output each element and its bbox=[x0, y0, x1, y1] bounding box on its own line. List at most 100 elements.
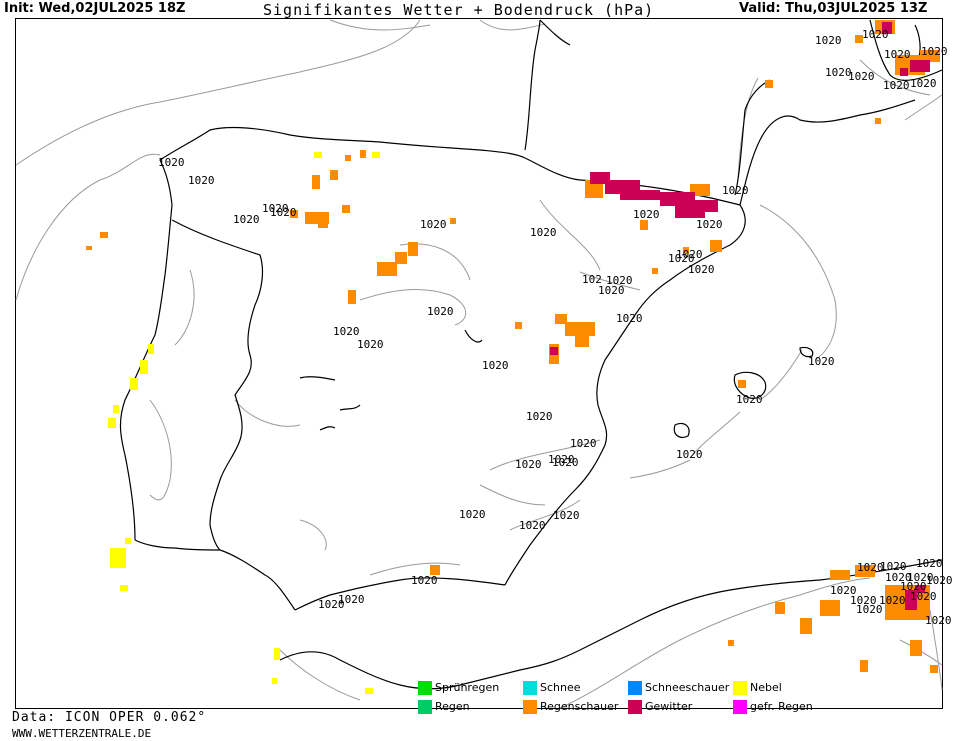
shower-cell bbox=[855, 565, 875, 577]
shower-cell bbox=[652, 268, 658, 274]
coastline-portugal bbox=[119, 159, 173, 541]
isobar-line bbox=[929, 609, 943, 691]
isobar-label: 1020 bbox=[606, 274, 633, 287]
border-portugal-spain bbox=[171, 219, 264, 551]
isobar-label: 1020 bbox=[357, 338, 384, 351]
coastline-ibiza bbox=[673, 422, 690, 438]
legend-label: Regenschauer bbox=[540, 700, 619, 713]
isobar-line bbox=[689, 411, 741, 459]
valid-time: Valid: Thu,03JUL2025 13Z bbox=[739, 1, 928, 16]
fog-cell bbox=[113, 405, 119, 413]
fog-cell bbox=[372, 152, 380, 158]
isobar-label: 1020 bbox=[188, 174, 215, 187]
isobar-label: 1020 bbox=[856, 603, 883, 616]
legend-swatch bbox=[418, 700, 432, 714]
shower-cell bbox=[710, 240, 722, 252]
isobar-label: 1020 bbox=[696, 218, 723, 231]
shower-cell bbox=[555, 314, 567, 324]
shower-cell bbox=[330, 170, 338, 180]
thunderstorm-cell bbox=[700, 200, 718, 212]
shower-cell bbox=[312, 175, 320, 189]
isobar-label: 1020 bbox=[633, 208, 660, 221]
shower-cell bbox=[318, 220, 328, 228]
isobar-label: 1020 bbox=[233, 213, 260, 226]
legend-label: gefr. Regen bbox=[750, 700, 813, 713]
isobar-label: 1020 bbox=[884, 48, 911, 61]
coastline-spain-east bbox=[504, 204, 746, 586]
shower-cell bbox=[565, 322, 595, 336]
coastline-liguria bbox=[869, 19, 943, 82]
isobar-label: 1020 bbox=[910, 590, 937, 603]
legend-swatch bbox=[523, 681, 537, 695]
isobar-label: 1020 bbox=[825, 66, 852, 79]
isobar-label: 1020 bbox=[830, 584, 857, 597]
isobar-line bbox=[329, 19, 431, 31]
isobar-label: 1020 bbox=[676, 448, 703, 461]
legend-swatch bbox=[733, 700, 747, 714]
thunderstorm-cells bbox=[550, 22, 930, 610]
isobar-label: 1020 bbox=[515, 458, 542, 471]
isobar-label: 1020 bbox=[482, 359, 509, 372]
isobar-line bbox=[15, 19, 421, 166]
fog-cell bbox=[108, 418, 116, 428]
shower-cell bbox=[875, 118, 881, 124]
isobar-label: 1020 bbox=[808, 355, 835, 368]
legend-swatch bbox=[418, 681, 432, 695]
isobar-label: 1020 bbox=[736, 393, 763, 406]
isobar-label: 1020 bbox=[879, 594, 906, 607]
isobar-line bbox=[509, 499, 581, 531]
shower-cell bbox=[683, 247, 689, 253]
shower-cell bbox=[86, 246, 92, 250]
isobar-line bbox=[279, 649, 361, 701]
shower-cell bbox=[345, 155, 351, 161]
shower-cell bbox=[738, 380, 746, 388]
map-frame bbox=[15, 18, 943, 709]
isobar-line bbox=[369, 562, 461, 576]
shower-cell bbox=[930, 665, 938, 673]
isobar-label: 1020 bbox=[420, 218, 447, 231]
reservoir bbox=[464, 329, 483, 343]
shower-cell bbox=[408, 242, 418, 256]
fog-cell bbox=[148, 344, 154, 354]
isobar-label: 1020 bbox=[926, 574, 953, 587]
coastline-mallorca bbox=[733, 371, 767, 399]
thunderstorm-cell bbox=[550, 347, 558, 355]
isobar-label: 1020 bbox=[552, 456, 579, 469]
shower-cell bbox=[860, 660, 868, 672]
shower-cell bbox=[800, 618, 812, 634]
fog-cell bbox=[130, 378, 138, 390]
isobar-line bbox=[629, 459, 691, 479]
shower-cell bbox=[855, 35, 863, 43]
isobar-line bbox=[559, 577, 871, 709]
isobar-label: 1020 bbox=[459, 508, 486, 521]
shower-cell bbox=[515, 322, 522, 329]
legend-label: Schneeschauer bbox=[645, 681, 730, 694]
isobar-label: 1020 bbox=[722, 184, 749, 197]
shower-cell bbox=[640, 220, 648, 230]
reservoir bbox=[319, 426, 336, 431]
shower-cell bbox=[342, 205, 350, 213]
coastline-france-west bbox=[524, 19, 541, 151]
isobar-line bbox=[234, 399, 301, 427]
shower-cell bbox=[910, 640, 922, 656]
coastline-gulf-lion bbox=[734, 79, 771, 196]
shower-cell bbox=[920, 50, 940, 62]
shower-cell bbox=[450, 218, 456, 224]
isobar-line bbox=[479, 19, 546, 31]
fog-cell bbox=[365, 688, 373, 694]
legend-label: Nebel bbox=[750, 681, 782, 694]
isobar-line bbox=[299, 519, 327, 551]
isobar-label: 1020 bbox=[850, 594, 877, 607]
isobar-label: 1020 bbox=[530, 226, 557, 239]
isobar-label: 1020 bbox=[862, 28, 889, 41]
fog-cell bbox=[125, 538, 131, 544]
isobar-label: 1020 bbox=[815, 34, 842, 47]
isobar-label: 1020 bbox=[526, 410, 553, 423]
isobar-line bbox=[737, 77, 759, 181]
isobar-line bbox=[899, 639, 943, 666]
isobar-label: 1020 bbox=[668, 252, 695, 265]
isobar-label: 1020 bbox=[333, 325, 360, 338]
thunderstorm-cell bbox=[882, 22, 892, 34]
isobar-line bbox=[489, 439, 601, 471]
